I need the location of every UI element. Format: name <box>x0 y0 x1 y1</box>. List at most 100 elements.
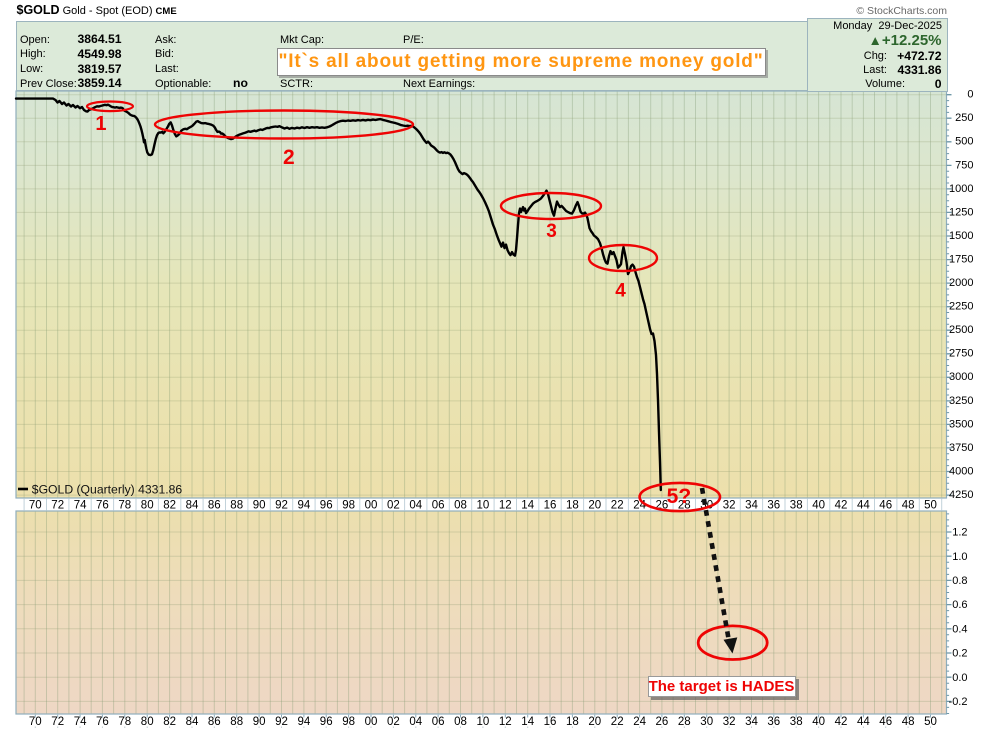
svg-text:42: 42 <box>835 716 848 728</box>
svg-text:98: 98 <box>342 716 355 728</box>
svg-text:00: 00 <box>365 716 378 728</box>
svg-text:30: 30 <box>700 716 713 728</box>
svg-text:750: 750 <box>955 159 973 171</box>
svg-text:1250: 1250 <box>949 206 973 218</box>
svg-text:88: 88 <box>230 499 243 511</box>
svg-text:18: 18 <box>566 499 579 511</box>
svg-text:70: 70 <box>29 716 42 728</box>
svg-text:88: 88 <box>230 716 243 728</box>
svg-text:32: 32 <box>723 716 736 728</box>
svg-text:-0.2: -0.2 <box>949 696 968 708</box>
svg-text:3500: 3500 <box>949 418 973 430</box>
svg-text:04: 04 <box>409 716 422 728</box>
svg-text:0.4: 0.4 <box>952 623 967 635</box>
svg-text:4000: 4000 <box>949 465 973 477</box>
svg-text:84: 84 <box>186 499 199 511</box>
svg-text:78: 78 <box>118 716 131 728</box>
svg-text:1750: 1750 <box>949 253 973 265</box>
svg-text:22: 22 <box>611 716 624 728</box>
svg-text:34: 34 <box>745 716 758 728</box>
svg-text:04: 04 <box>409 499 422 511</box>
svg-text:3000: 3000 <box>949 371 973 383</box>
svg-text:74: 74 <box>74 499 87 511</box>
svg-text:06: 06 <box>432 499 445 511</box>
svg-text:92: 92 <box>275 499 288 511</box>
svg-text:3: 3 <box>546 221 557 242</box>
svg-text:4250: 4250 <box>949 489 973 501</box>
svg-text:4: 4 <box>615 281 626 302</box>
svg-text:44: 44 <box>857 716 870 728</box>
svg-text:16: 16 <box>544 499 557 511</box>
svg-text:00: 00 <box>365 499 378 511</box>
svg-text:10: 10 <box>477 716 490 728</box>
svg-text:90: 90 <box>253 716 266 728</box>
svg-text:86: 86 <box>208 716 221 728</box>
svg-text:1.0: 1.0 <box>952 551 967 563</box>
svg-text:92: 92 <box>275 716 288 728</box>
svg-text:0.0: 0.0 <box>952 672 967 684</box>
svg-text:34: 34 <box>745 499 758 511</box>
svg-text:94: 94 <box>298 716 311 728</box>
svg-text:38: 38 <box>790 716 803 728</box>
svg-text:26: 26 <box>656 716 669 728</box>
svg-text:70: 70 <box>29 499 42 511</box>
svg-text:36: 36 <box>767 499 780 511</box>
svg-text:98: 98 <box>342 499 355 511</box>
svg-text:14: 14 <box>521 499 534 511</box>
svg-text:44: 44 <box>857 499 870 511</box>
svg-text:40: 40 <box>812 716 825 728</box>
svg-text:80: 80 <box>141 499 154 511</box>
svg-text:46: 46 <box>879 716 892 728</box>
svg-text:5?: 5? <box>667 485 692 508</box>
svg-text:42: 42 <box>835 499 848 511</box>
svg-text:1: 1 <box>95 113 106 135</box>
svg-text:3250: 3250 <box>949 395 973 407</box>
svg-text:48: 48 <box>902 716 915 728</box>
svg-text:500: 500 <box>955 136 973 148</box>
svg-text:72: 72 <box>51 499 64 511</box>
svg-text:02: 02 <box>387 499 400 511</box>
svg-text:18: 18 <box>566 716 579 728</box>
svg-text:76: 76 <box>96 499 109 511</box>
svg-text:90: 90 <box>253 499 266 511</box>
svg-text:78: 78 <box>118 499 131 511</box>
svg-text:2750: 2750 <box>949 348 973 360</box>
svg-text:12: 12 <box>499 499 512 511</box>
svg-text:2: 2 <box>283 146 295 169</box>
svg-text:32: 32 <box>723 499 736 511</box>
svg-text:48: 48 <box>902 499 915 511</box>
svg-text:50: 50 <box>924 499 937 511</box>
svg-text:0.6: 0.6 <box>952 599 967 611</box>
svg-text:2500: 2500 <box>949 324 973 336</box>
svg-text:16: 16 <box>544 716 557 728</box>
svg-text:74: 74 <box>74 716 87 728</box>
svg-text:10: 10 <box>477 499 490 511</box>
svg-text:250: 250 <box>955 112 973 124</box>
svg-text:08: 08 <box>454 499 467 511</box>
svg-text:20: 20 <box>588 716 601 728</box>
svg-text:08: 08 <box>454 716 467 728</box>
svg-text:28: 28 <box>678 499 691 511</box>
svg-text:82: 82 <box>163 716 176 728</box>
svg-text:76: 76 <box>96 716 109 728</box>
svg-text:96: 96 <box>320 499 333 511</box>
svg-text:2250: 2250 <box>949 301 973 313</box>
svg-text:36: 36 <box>767 716 780 728</box>
svg-text:12: 12 <box>499 716 512 728</box>
svg-text:82: 82 <box>163 499 176 511</box>
svg-text:80: 80 <box>141 716 154 728</box>
svg-text:96: 96 <box>320 716 333 728</box>
svg-text:86: 86 <box>208 499 221 511</box>
svg-text:14: 14 <box>521 716 534 728</box>
svg-text:84: 84 <box>186 716 199 728</box>
svg-text:1500: 1500 <box>949 230 973 242</box>
svg-text:38: 38 <box>790 499 803 511</box>
svg-text:50: 50 <box>924 716 937 728</box>
svg-text:24: 24 <box>633 716 646 728</box>
svg-text:02: 02 <box>387 716 400 728</box>
svg-text:0.8: 0.8 <box>952 575 967 587</box>
svg-text:0: 0 <box>967 89 973 101</box>
svg-text:28: 28 <box>678 716 691 728</box>
svg-text:1000: 1000 <box>949 183 973 195</box>
svg-text:94: 94 <box>298 499 311 511</box>
